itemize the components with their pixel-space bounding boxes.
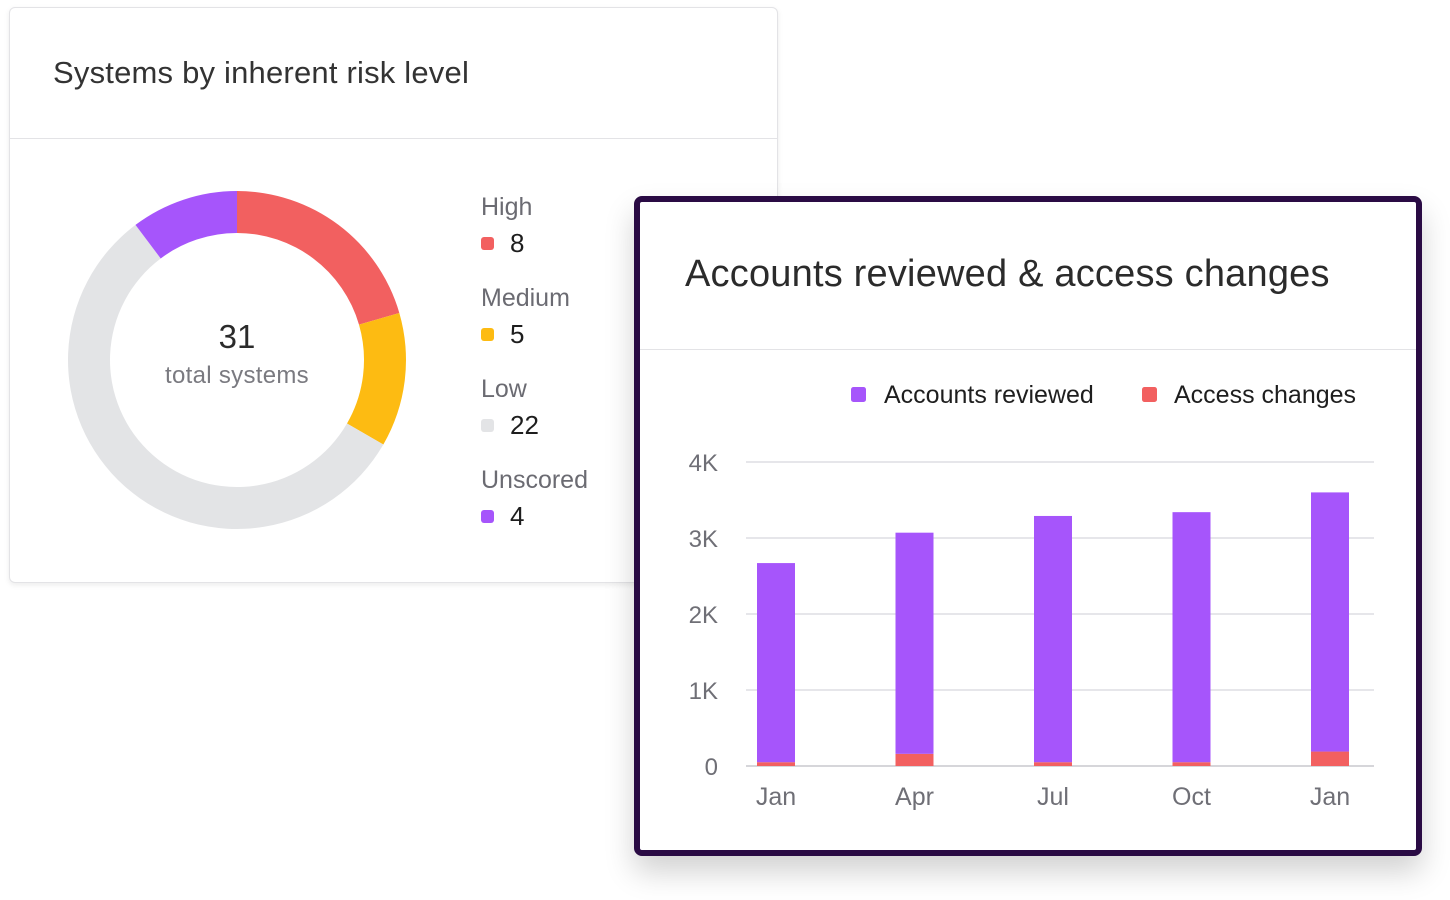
risk-legend-label: High <box>481 193 533 221</box>
risk-donut: 31 total systems <box>60 183 414 537</box>
donut-slice-unscored <box>135 191 237 259</box>
y-tick-label: 0 <box>705 754 718 781</box>
risk-legend-row: 5 <box>481 319 588 349</box>
x-tick-label: Apr <box>895 783 934 811</box>
x-tick-label: Jan <box>756 783 796 811</box>
donut-slice-low <box>68 224 384 529</box>
bar-accounts-reviewed <box>1311 492 1349 752</box>
risk-donut-chart <box>68 191 406 529</box>
y-tick-label: 4K <box>689 450 718 477</box>
risk-legend-item-unscored: Unscored 4 <box>481 464 588 555</box>
risk-card-title: Systems by inherent risk level <box>53 55 470 90</box>
risk-legend-value: 8 <box>510 228 525 258</box>
bar-access-changes <box>1034 762 1072 766</box>
risk-legend-row: 4 <box>481 501 588 531</box>
y-tick-label: 2K <box>689 602 718 629</box>
bar-accounts-reviewed <box>1172 512 1211 763</box>
risk-legend-value: 22 <box>510 410 539 440</box>
risk-legend-swatch <box>481 418 494 432</box>
x-tick-label: Jan <box>1310 783 1350 811</box>
donut-total-value: 31 <box>218 318 256 355</box>
y-tick-label: 3K <box>689 526 718 553</box>
accounts-card-header: Accounts reviewed & access changes <box>640 202 1416 350</box>
y-tick-label: 1K <box>689 678 718 705</box>
risk-card-header: Systems by inherent risk level <box>10 8 777 139</box>
risk-legend-item-high: High 8 <box>481 191 588 282</box>
legend-swatch-accounts-reviewed <box>851 387 866 402</box>
legend-swatch-access-changes <box>1142 387 1157 402</box>
accounts-card-title: Accounts reviewed & access changes <box>685 253 1330 295</box>
risk-legend-swatch <box>481 327 494 341</box>
bar-accounts-reviewed <box>757 563 795 763</box>
accounts-card: Accounts reviewed & access changes 0 1K 2K… <box>634 196 1422 856</box>
risk-legend-value: 4 <box>510 501 525 531</box>
risk-legend-item-medium: Medium 5 <box>481 282 588 373</box>
bar-access-changes <box>757 762 795 766</box>
risk-legend-label: Low <box>481 375 527 403</box>
bar-access-changes <box>1311 751 1349 766</box>
bar-accounts-reviewed <box>1034 515 1072 763</box>
risk-legend-label: Unscored <box>481 466 588 494</box>
donut-slice-medium <box>346 312 406 445</box>
risk-legend-item-low: Low 22 <box>481 373 588 464</box>
risk-legend-row: 22 <box>481 410 588 440</box>
risk-legend-swatch <box>481 509 494 523</box>
risk-legend-label: Medium <box>481 284 570 312</box>
legend-label-access-changes: Access changes <box>1174 381 1356 409</box>
x-tick-label: Jul <box>1037 783 1069 811</box>
donut-total-caption: total systems <box>165 362 309 389</box>
bar-access-changes <box>895 753 934 766</box>
risk-legend: High 8 Medium 5 Low 22 Unscored 4 <box>481 191 588 555</box>
legend-label-accounts-reviewed: Accounts reviewed <box>884 381 1094 409</box>
donut-center: 31 total systems <box>60 183 414 537</box>
donut-slice-high <box>237 191 400 325</box>
x-tick-label: Oct <box>1172 783 1211 811</box>
accounts-bar-chart: 0 1K 2K 3K 4K Jan Apr Jul Oct Jan Accounts reviewe… <box>689 381 1374 811</box>
risk-legend-value: 5 <box>510 319 525 349</box>
risk-legend-row: 8 <box>481 228 588 258</box>
bar-accounts-reviewed <box>895 532 934 754</box>
risk-legend-swatch <box>481 236 494 250</box>
bar-access-changes <box>1172 762 1211 766</box>
